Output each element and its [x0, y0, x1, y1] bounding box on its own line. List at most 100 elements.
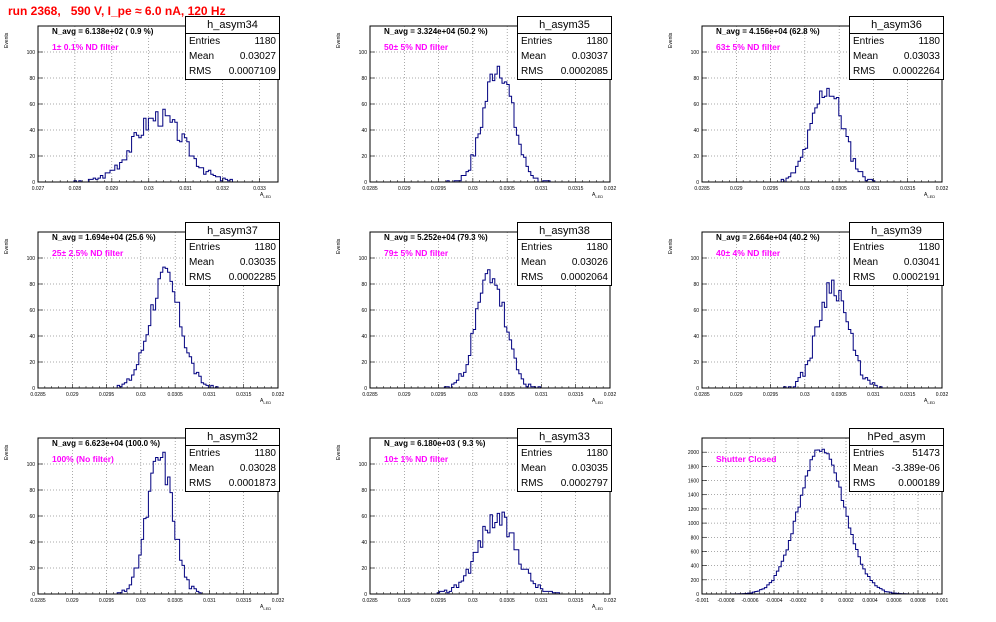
- stat-row-mean: Mean 0.03035: [186, 255, 279, 270]
- x-tick-label: 0.0305: [499, 598, 515, 604]
- stat-row-entries: Entries 51473: [850, 446, 943, 461]
- stat-value: 0.0002191: [892, 272, 940, 283]
- x-tick-label: 0.0315: [900, 392, 916, 398]
- stat-value: 0.03027: [239, 51, 276, 62]
- stat-row-entries: Entries 1180: [518, 446, 611, 461]
- x-tick-label: 0.032: [604, 186, 617, 192]
- x-tick-label: 0.0315: [236, 392, 252, 398]
- x-axis-label: ALED: [592, 398, 603, 405]
- x-tick-label: 0.031: [179, 186, 192, 192]
- histogram-panel-h_asym37: 0.0285 0.029 0.0295 0.03 0.0305 0.031 0.0315 0.…: [4, 222, 284, 405]
- histogram-plot: 0.027 0.028 0.029 0.03 0.031 0.032 0.033 0 20 40 6…: [27, 25, 279, 192]
- stat-value: 1180: [918, 36, 940, 47]
- x-axis-label: ALED: [260, 604, 271, 611]
- stat-value: 0.0007109: [228, 66, 276, 77]
- x-axis-label-main: A: [260, 398, 264, 404]
- stat-row-mean: Mean 0.03041: [850, 255, 943, 270]
- x-axis-label-main: A: [924, 398, 928, 404]
- page-title: run 2368, 590 V, I_pe ≈ 6.0 nA, 120 Hz: [8, 4, 226, 18]
- stat-label: RMS: [521, 272, 544, 283]
- x-tick-label: -0.0008: [718, 598, 735, 604]
- y-tick-label: 40: [693, 128, 699, 134]
- y-tick-label: 400: [691, 564, 700, 570]
- x-tick-label: 0: [821, 598, 824, 604]
- y-tick-label: 1800: [688, 464, 699, 470]
- stat-box-title: h_asym34: [186, 17, 279, 34]
- filter-annotation: 1± 0.1% ND filter: [52, 42, 119, 52]
- y-axis-label: Events: [336, 444, 342, 460]
- filter-annotation: Shutter Closed: [716, 454, 777, 464]
- x-tick-label: 0.0285: [30, 392, 46, 398]
- stat-box: h_asym35 Entries 1180 Mean 0.03037 RMS 0.00020…: [517, 16, 612, 80]
- y-tick-label: 100: [691, 50, 700, 56]
- y-tick-label: 40: [361, 334, 367, 340]
- x-tick-label: 0.029: [730, 186, 743, 192]
- stat-row-rms: RMS 0.0002264: [850, 64, 943, 79]
- filter-annotation: 63± 5% ND filter: [716, 42, 781, 52]
- stat-value: 0.0002085: [560, 66, 608, 77]
- x-tick-label: 0.0295: [763, 392, 779, 398]
- x-tick-label: -0.0006: [742, 598, 759, 604]
- filter-annotation: 100% (No filter): [52, 454, 114, 464]
- y-axis-label: Events: [4, 444, 10, 460]
- stat-row-mean: Mean 0.03028: [186, 461, 279, 476]
- stat-label: Mean: [853, 463, 879, 474]
- stat-label: Entries: [521, 242, 553, 253]
- histogram-panel-hPed_asym: -0.001 -0.0008 -0.0006 -0.0004 -0.0002 0 0.000…: [688, 428, 948, 604]
- x-tick-label: 0.0285: [694, 186, 710, 192]
- stat-box-title: h_asym36: [850, 17, 943, 34]
- x-tick-label: 0.031: [867, 392, 880, 398]
- x-axis-label: ALED: [260, 192, 271, 199]
- x-tick-label: 0.0295: [431, 186, 447, 192]
- x-tick-label: 0.028: [69, 186, 82, 192]
- x-tick-label: 0.03: [136, 598, 146, 604]
- y-tick-label: 80: [29, 282, 35, 288]
- stat-row-mean: Mean 0.03035: [518, 461, 611, 476]
- x-tick-label: 0.0315: [568, 598, 584, 604]
- filter-annotation: 40± 4% ND filter: [716, 248, 781, 258]
- stat-box-title: hPed_asym: [850, 429, 943, 446]
- y-tick-label: 60: [29, 102, 35, 108]
- stat-label: Mean: [189, 463, 215, 474]
- x-tick-label: 0.0004: [862, 598, 878, 604]
- stat-row-mean: Mean 0.03026: [518, 255, 611, 270]
- histogram-plot: 0.0285 0.029 0.0295 0.03 0.0305 0.031 0.0315 0.…: [27, 437, 284, 604]
- stat-value: 0.03035: [239, 257, 276, 268]
- navg-label: N_avg = 6.180e+03 ( 9.3 %): [384, 439, 486, 448]
- stat-value: 0.0002264: [892, 66, 940, 77]
- x-axis-label-sub: LED: [263, 194, 272, 199]
- navg-label: N_avg = 3.324e+04 (50.2 %): [384, 27, 488, 36]
- stat-box-title: h_asym37: [186, 223, 279, 240]
- y-tick-label: 20: [361, 154, 367, 160]
- y-axis-label: Events: [668, 238, 674, 254]
- y-tick-label: 40: [29, 540, 35, 546]
- x-tick-label: 0.031: [203, 598, 216, 604]
- x-tick-label: 0.0295: [763, 186, 779, 192]
- y-tick-label: 100: [359, 462, 368, 468]
- stat-row-rms: RMS 0.0002191: [850, 270, 943, 285]
- y-tick-label: 80: [29, 76, 35, 82]
- stat-box-title: h_asym33: [518, 429, 611, 446]
- stat-row-rms: RMS 0.0001873: [186, 476, 279, 491]
- y-tick-label: 20: [693, 154, 699, 160]
- x-tick-label: 0.001: [936, 598, 949, 604]
- y-tick-label: 60: [361, 514, 367, 520]
- stat-row-mean: Mean 0.03033: [850, 49, 943, 64]
- histogram-panel-h_asym38: 0.0285 0.029 0.0295 0.03 0.0305 0.031 0.0315 0.…: [336, 222, 616, 405]
- stat-box: h_asym34 Entries 1180 Mean 0.03027 RMS 0.00071…: [185, 16, 280, 80]
- x-tick-label: 0.03: [144, 186, 154, 192]
- navg-label: N_avg = 6.138e+02 ( 0.9 %): [52, 27, 154, 36]
- x-tick-label: 0.03: [468, 186, 478, 192]
- x-tick-label: 0.0305: [499, 392, 515, 398]
- y-tick-label: 0: [696, 592, 699, 598]
- x-tick-label: 0.03: [136, 392, 146, 398]
- stat-box: hPed_asym Entries 51473 Mean -3.389e-06 RMS 0.…: [849, 428, 944, 492]
- x-axis-label-main: A: [592, 192, 596, 198]
- x-axis-label: ALED: [260, 398, 271, 405]
- stat-box-title: h_asym38: [518, 223, 611, 240]
- stat-label: Entries: [853, 242, 885, 253]
- x-tick-label: 0.032: [604, 392, 617, 398]
- x-tick-label: 0.0285: [362, 598, 378, 604]
- x-axis-label-main: A: [260, 604, 264, 610]
- x-tick-label: -0.001: [695, 598, 709, 604]
